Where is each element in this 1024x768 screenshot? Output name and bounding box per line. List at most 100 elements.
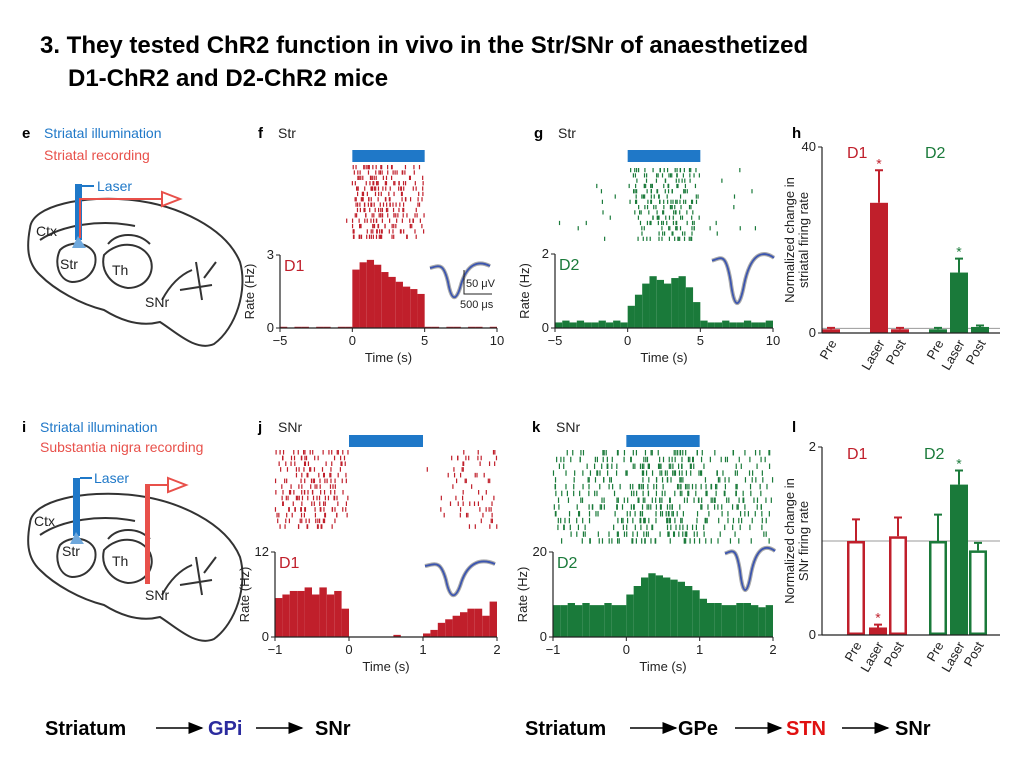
histogram-bar [634,294,643,328]
x-axis-label: Time (s) [365,350,412,365]
category-label: Pre [816,337,839,362]
amplifier [161,190,183,208]
category-label: Laser [938,336,968,372]
laser-label: Laser [97,178,132,194]
x-tick-label: 2 [769,642,776,657]
recording-label: Substantia nigra recording [40,439,203,455]
histogram-bar [316,326,324,328]
recording-label: Striatal recording [44,147,150,163]
panel-label: i [22,419,26,436]
histogram-bar [326,594,335,637]
histogram-bar [626,594,634,637]
histogram-bar [736,322,744,328]
error-bar [874,623,882,628]
x-tick-label: 10 [490,333,504,348]
laser-bar [626,435,700,447]
x-tick-label: 0 [624,333,631,348]
y-axis-label: Rate (Hz) [517,263,532,319]
error-bar [974,541,982,551]
histogram-bar [743,320,752,328]
waveform [429,262,491,299]
histogram-bar [352,269,360,328]
y-tick-label: 0 [542,320,549,335]
laser-label: Laser [94,470,129,486]
y-axis-label: Rate (Hz) [242,264,257,320]
y-axis-label: Normalized change in [782,478,797,604]
panel-label: e [22,125,30,142]
significance: * [876,155,882,171]
category-label: Post [961,639,987,669]
region-label: SNr [145,294,169,310]
histogram-bar [620,322,628,328]
histogram-bar [393,634,401,637]
histogram-bar [655,575,663,637]
panel-label: h [792,125,801,142]
brain-outline [27,492,244,642]
histogram-bar [751,605,759,637]
histogram-bar [560,605,568,637]
histogram-bar [649,276,657,328]
histogram-bar [475,326,483,328]
x-tick-label: −5 [273,333,288,348]
legend-label: D1 [847,145,868,162]
histogram-bar [582,603,590,637]
y-axis-label: Normalized change in [782,177,797,303]
x-tick-label: 5 [421,333,428,348]
histogram-bar [468,326,476,328]
error-bar [896,326,904,330]
region-label: Str [62,543,80,559]
bar [971,326,989,333]
region-label: SNr [145,587,169,603]
histogram-bar [446,326,454,328]
error-bar [934,326,942,330]
electrode [79,198,162,238]
category-label: Post [881,639,907,669]
panel-label: g [534,125,543,142]
histogram-bar [359,262,367,328]
histogram-bar [685,287,694,328]
x-axis-label: Time (s) [362,659,409,674]
error-bar [875,169,883,203]
laser-fiber [73,478,80,536]
waveform [724,546,776,591]
series-label: D2 [559,257,580,274]
error-bar [976,324,984,327]
histogram-bar [567,603,575,637]
region-label: SNr [278,419,302,435]
histogram-bar [685,586,693,637]
slide-title: 3. They tested ChR2 function in vivo in … [40,32,808,59]
scale-label: 500 μs [460,299,494,311]
histogram-bar [700,320,708,328]
pathway-node: GPe [678,718,718,740]
histogram-bar [553,605,561,637]
bar [950,484,968,635]
panel-label: j [257,419,262,436]
error-bar [827,326,835,330]
histogram-bar [743,603,751,637]
histogram-bar [467,608,475,637]
x-tick-label: 1 [419,642,426,657]
series-label: D1 [279,555,300,572]
waveform-shadow [711,252,776,306]
histogram-bar [345,326,353,328]
x-tick-label: 2 [493,642,500,657]
bar [847,541,865,635]
histogram-bar [282,594,290,637]
x-tick-label: −1 [268,642,283,657]
histogram-bar [423,633,431,637]
y-tick-label: 3 [267,247,274,262]
significance: * [875,610,881,626]
x-tick-label: 0 [349,333,356,348]
legend-label: D1 [847,446,868,463]
histogram-bar [452,615,460,637]
legend-label: D2 [924,446,945,463]
bar [870,202,888,333]
histogram-bar [693,302,701,328]
category-label: Post [883,337,909,367]
y-tick-label: 20 [533,544,547,559]
y-tick-label: 2 [542,246,549,261]
histogram-bar [301,326,309,328]
laser-bar [627,150,701,162]
histogram-bar [402,286,411,328]
histogram-bar [410,289,418,328]
